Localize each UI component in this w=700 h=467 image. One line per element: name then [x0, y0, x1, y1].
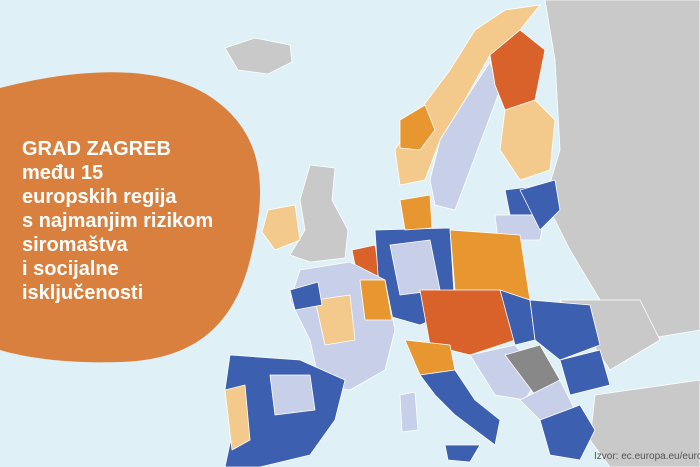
spain-central	[269, 374, 316, 416]
portugal	[224, 384, 251, 451]
sardinia	[399, 391, 419, 433]
russia	[544, 0, 700, 341]
headline-line: isključenosti	[22, 282, 143, 304]
headline-line: i socijalne	[22, 258, 119, 280]
romania	[529, 299, 601, 361]
central-europe	[419, 289, 516, 356]
baltic-east	[519, 179, 561, 231]
finland-south	[499, 99, 556, 181]
headline-blob	[0, 72, 261, 363]
france-central	[314, 294, 356, 346]
bulgaria	[559, 349, 611, 396]
source: Izvor: ec.europa.eu/eurostat	[594, 451, 700, 462]
norway-region	[399, 104, 436, 151]
map	[224, 0, 700, 467]
denmark	[399, 194, 433, 231]
france-east	[359, 279, 393, 321]
sweden	[429, 61, 501, 211]
great-britain	[289, 164, 349, 263]
greece	[539, 404, 596, 461]
brittany	[289, 281, 323, 311]
headline-line: s najmanjim rizikom	[22, 210, 213, 232]
headline-line: europskih regija	[22, 186, 177, 208]
ireland	[261, 204, 301, 251]
headline-line: GRAD ZAGREB	[22, 138, 171, 160]
sicily	[444, 444, 481, 463]
italy-south	[419, 369, 501, 446]
headline-line: siromaštva	[22, 234, 128, 256]
iceland	[224, 37, 293, 75]
headline-line: među 15	[22, 162, 103, 184]
